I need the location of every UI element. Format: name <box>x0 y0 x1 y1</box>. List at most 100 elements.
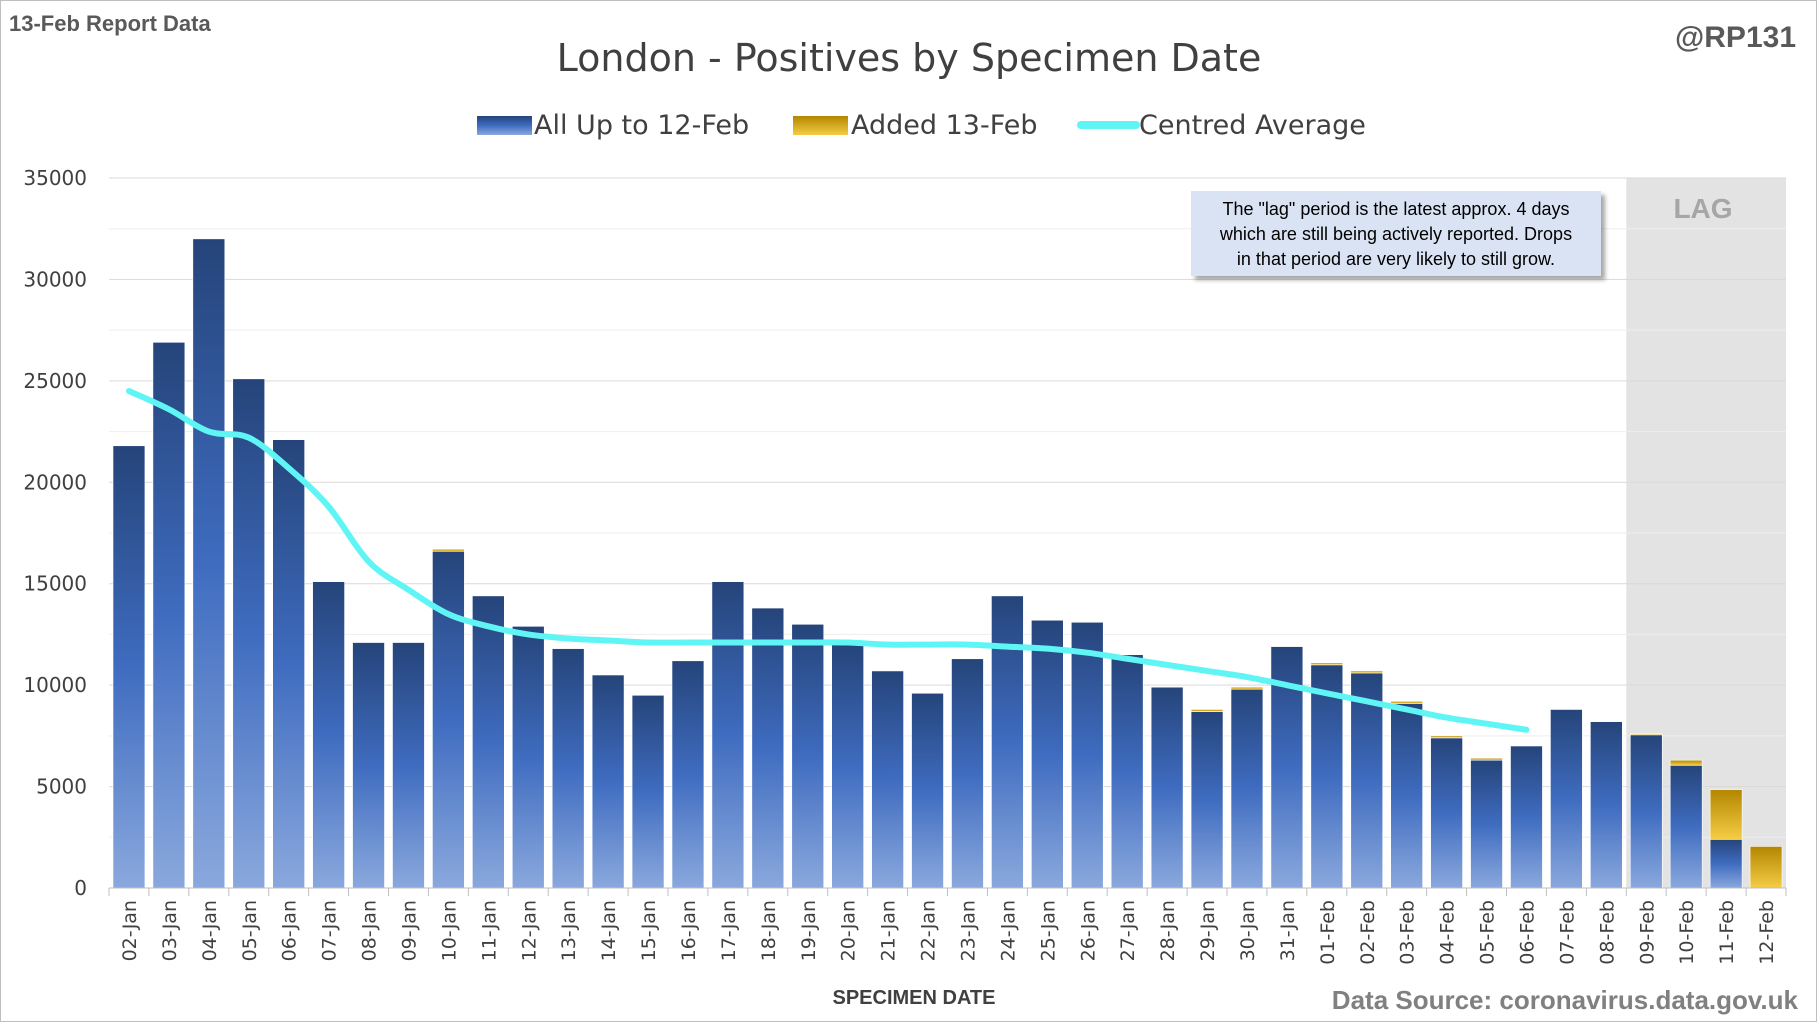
bar-added-10-Feb <box>1669 759 1703 766</box>
bar-base-02-Jan <box>112 445 146 889</box>
bars <box>112 238 1783 889</box>
bar-base-29-Jan <box>1190 711 1224 889</box>
legend-item-centred-average: Centred Average <box>1077 110 1366 141</box>
bar-base-11-Feb <box>1709 839 1743 889</box>
y-tick-label: 25000 <box>23 369 87 393</box>
y-tick-label: 10000 <box>23 673 87 697</box>
bar-base-04-Jan <box>192 238 226 889</box>
bar-added-01-Feb <box>1310 662 1344 666</box>
x-tick-label: 12-Feb <box>1756 900 1778 965</box>
lag-note: The "lag" period is the latest approx. 4… <box>1191 191 1601 276</box>
bar-base-07-Feb <box>1550 709 1583 889</box>
bar-base-24-Jan <box>991 595 1024 889</box>
x-tick-label: 05-Jan <box>239 900 261 961</box>
x-tick-label: 01-Feb <box>1317 900 1339 965</box>
bar-base-12-Jan <box>511 626 545 889</box>
bar-base-16-Jan <box>671 660 705 889</box>
lag-note-line-1: The "lag" period is the latest approx. 4… <box>1223 199 1570 219</box>
x-axis-label: SPECIMEN DATE <box>833 987 996 1009</box>
axes: 0 5000 10000 15000 20000 25000 30000 35000 02-Ja… <box>23 166 1787 965</box>
bar-base-23-Jan <box>951 658 984 889</box>
bar-base-11-Jan <box>472 595 505 889</box>
average-line-layer <box>125 388 1530 733</box>
x-tick-label: 15-Jan <box>638 900 660 961</box>
lag-note-line-3: in that period are very likely to still … <box>1237 249 1555 269</box>
bar-added-29-Jan <box>1190 709 1224 712</box>
legend-label-average: Centred Average <box>1139 110 1366 141</box>
bar-base-05-Feb <box>1470 759 1503 889</box>
x-tick-label: 16-Jan <box>678 900 700 961</box>
x-tick-label: 06-Feb <box>1516 900 1538 965</box>
bar-added-12-Feb <box>1749 846 1783 889</box>
bar-base-22-Jan <box>911 692 944 889</box>
bar-base-03-Jan <box>152 342 186 889</box>
x-tick-label: 13-Jan <box>558 900 580 961</box>
x-tick-label: 07-Jan <box>319 900 341 961</box>
data-source: Data Source: coronavirus.data.gov.uk <box>1332 985 1799 1015</box>
bar-base-07-Jan <box>312 581 345 889</box>
x-tick-label: 04-Feb <box>1437 900 1459 965</box>
x-tick-label: 22-Jan <box>918 900 940 961</box>
y-tick-label: 5000 <box>36 775 87 799</box>
x-tick-label: 03-Feb <box>1397 900 1419 965</box>
bar-base-15-Jan <box>631 694 665 889</box>
x-tick-label: 10-Jan <box>438 900 460 961</box>
y-tick-label: 30000 <box>23 267 87 291</box>
bar-base-25-Jan <box>1031 619 1064 889</box>
x-tick-label: 17-Jan <box>718 900 740 961</box>
x-tick-label: 04-Jan <box>199 900 221 961</box>
bar-base-10-Jan <box>432 550 465 889</box>
x-tick-label: 05-Feb <box>1477 900 1499 965</box>
bar-base-08-Feb <box>1590 721 1623 889</box>
lag-note-box <box>1191 191 1601 276</box>
bar-base-19-Jan <box>791 623 825 889</box>
legend-swatch-base <box>477 116 532 135</box>
bar-base-30-Jan <box>1230 688 1264 889</box>
y-tick-label: 15000 <box>23 572 87 596</box>
bar-added-11-Feb <box>1709 789 1743 840</box>
bar-base-03-Feb <box>1390 703 1423 889</box>
legend-item-added-13-feb: Added 13-Feb <box>793 110 1038 141</box>
bar-base-20-Jan <box>831 644 864 889</box>
x-tick-label: 19-Jan <box>798 900 820 961</box>
x-tick-label: 21-Jan <box>878 900 900 961</box>
x-tick-label: 02-Feb <box>1357 900 1379 965</box>
bar-base-02-Feb <box>1350 672 1384 889</box>
x-tick-label: 29-Jan <box>1197 900 1219 961</box>
gridlines <box>109 177 1786 838</box>
legend-item-all-up-to-12-feb: All Up to 12-Feb <box>477 110 749 141</box>
x-tick-label: 11-Feb <box>1716 900 1738 965</box>
legend-swatch-added <box>793 116 848 135</box>
x-tick-label: 28-Jan <box>1157 900 1179 961</box>
x-tick-label: 24-Jan <box>997 900 1019 961</box>
x-tick-label: 07-Feb <box>1556 900 1578 965</box>
legend-label-added: Added 13-Feb <box>851 110 1038 141</box>
lag-note-line-2: which are still being actively reported.… <box>1219 224 1572 244</box>
x-tick-label: 12-Jan <box>518 900 540 961</box>
lag-label: LAG <box>1673 193 1732 224</box>
x-tick-label: 30-Jan <box>1237 900 1259 961</box>
bar-base-09-Jan <box>392 642 425 889</box>
legend-label-base: All Up to 12-Feb <box>534 110 749 141</box>
x-tick-label: 25-Jan <box>1037 900 1059 961</box>
x-tick-label: 18-Jan <box>758 900 780 961</box>
bar-base-28-Jan <box>1150 686 1184 889</box>
bar-base-17-Jan <box>711 581 745 889</box>
bar-base-01-Feb <box>1310 664 1344 889</box>
bar-base-14-Jan <box>591 674 625 889</box>
x-tick-label: 10-Feb <box>1676 900 1698 965</box>
x-tick-label: 23-Jan <box>957 900 979 961</box>
x-tick-label: 09-Feb <box>1636 900 1658 965</box>
centred-average-line <box>125 388 1530 733</box>
bar-added-30-Jan <box>1230 686 1264 690</box>
bar-base-26-Jan <box>1070 621 1104 889</box>
bar-added-02-Feb <box>1350 670 1384 674</box>
report-label: 13-Feb Report Data <box>9 11 211 36</box>
bar-base-04-Feb <box>1430 737 1463 889</box>
x-tick-label: 06-Jan <box>279 900 301 961</box>
chart-title: London - Positives by Specimen Date <box>557 36 1262 80</box>
x-tick-label: 31-Jan <box>1277 900 1299 961</box>
bar-added-04-Feb <box>1430 735 1463 739</box>
